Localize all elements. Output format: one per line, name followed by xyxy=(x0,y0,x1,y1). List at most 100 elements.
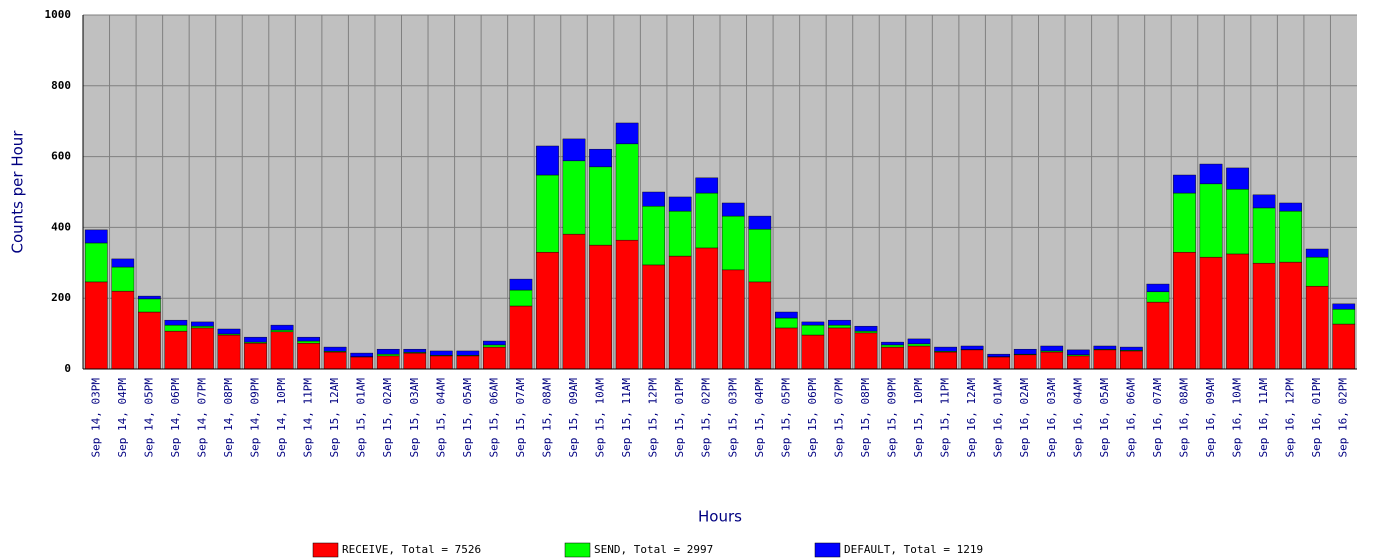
bar-segment xyxy=(1279,210,1302,263)
bar-segment xyxy=(615,143,639,241)
x-tick-label: Sep 16, 03AM xyxy=(1045,378,1058,458)
bar-segment xyxy=(721,202,745,217)
bar-segment xyxy=(350,356,374,370)
x-tick-label: Sep 16, 10AM xyxy=(1231,378,1244,458)
bar-segment xyxy=(589,148,612,168)
bar-segment xyxy=(854,330,878,334)
bar-segment xyxy=(1199,163,1223,185)
x-tick-label: Sep 16, 12PM xyxy=(1284,378,1297,458)
x-tick-label: Sep 15, 02AM xyxy=(381,378,394,458)
bar-segment xyxy=(668,210,692,257)
x-tick-label: Sep 16, 02AM xyxy=(1018,378,1031,458)
bar-segment xyxy=(138,311,161,370)
bar-segment xyxy=(483,344,506,348)
x-tick-label: Sep 15, 09PM xyxy=(886,378,899,458)
bar-segment xyxy=(403,352,427,370)
bar-segment xyxy=(1252,194,1276,209)
x-tick-label: Sep 16, 01AM xyxy=(992,378,1005,458)
x-tick-label: Sep 15, 05PM xyxy=(779,378,792,458)
bar-segment xyxy=(1093,349,1117,370)
x-tick-label: Sep 15, 11AM xyxy=(620,378,633,458)
bar-segment xyxy=(668,196,692,212)
bar-segment xyxy=(801,321,825,326)
bar-segment xyxy=(1040,345,1064,352)
bar-segment xyxy=(350,352,374,357)
bar-segment xyxy=(1199,256,1223,370)
bar-segment xyxy=(456,350,480,356)
bar-segment xyxy=(536,251,559,370)
y-axis-label: Counts per Hour xyxy=(9,130,27,254)
x-tick-label: Sep 15, 08PM xyxy=(859,378,872,458)
y-tick-label: 600 xyxy=(51,150,71,163)
bar-segment xyxy=(270,329,294,333)
bar-segment xyxy=(695,247,719,370)
bar-segment xyxy=(1146,301,1170,370)
bar-segment xyxy=(1173,174,1196,194)
bar-segment xyxy=(1146,291,1170,303)
bar-segment xyxy=(429,355,453,370)
x-tick-label: Sep 16, 06AM xyxy=(1124,378,1137,458)
bar-segment xyxy=(1332,308,1356,325)
bar-segment xyxy=(642,205,665,266)
x-tick-label: Sep 15, 02PM xyxy=(700,378,713,458)
x-tick-label: Sep 15, 09AM xyxy=(567,378,580,458)
bar-segment xyxy=(164,324,188,332)
x-tick-label: Sep 14, 10PM xyxy=(275,378,288,458)
bar-segment xyxy=(217,334,241,370)
bar-segment xyxy=(164,319,188,326)
bar-segment xyxy=(297,340,320,344)
bar-segment xyxy=(748,281,772,370)
bar-segment xyxy=(509,305,533,370)
bar-segment xyxy=(1120,350,1143,370)
bar-segment xyxy=(775,317,798,329)
x-tick-label: Sep 14, 04PM xyxy=(116,378,129,458)
bar-segment xyxy=(854,325,878,332)
bar-segment xyxy=(881,346,904,370)
x-tick-label: Sep 15, 07PM xyxy=(832,378,845,458)
x-tick-label: Sep 16, 07AM xyxy=(1151,378,1164,458)
bar-segment xyxy=(536,174,559,253)
bar-segment xyxy=(987,353,1011,357)
y-tick-label: 0 xyxy=(64,362,71,375)
y-tick-label: 200 xyxy=(51,291,71,304)
bar-segment xyxy=(987,356,1011,370)
legend-label: SEND, Total = 2997 xyxy=(594,543,713,556)
bar-segment xyxy=(881,344,904,348)
x-tick-label: Sep 14, 09PM xyxy=(249,378,262,458)
bar-segment xyxy=(1120,346,1143,351)
x-tick-label: Sep 16, 02PM xyxy=(1337,378,1350,458)
bar-segment xyxy=(297,336,320,342)
x-tick-label: Sep 15, 06PM xyxy=(806,378,819,458)
x-tick-label: Sep 15, 03PM xyxy=(726,378,739,458)
x-tick-label: Sep 15, 12PM xyxy=(647,378,660,458)
x-tick-label: Sep 14, 05PM xyxy=(142,378,155,458)
x-tick-label: Sep 15, 01PM xyxy=(673,378,686,458)
x-tick-label: Sep 15, 06AM xyxy=(487,378,500,458)
x-tick-label: Sep 16, 09AM xyxy=(1204,378,1217,458)
bar-segment xyxy=(1146,283,1170,293)
x-tick-label: Sep 15, 07AM xyxy=(514,378,527,458)
bar-segment xyxy=(642,264,665,370)
x-tick-label: Sep 16, 05AM xyxy=(1098,378,1111,458)
bar-segment xyxy=(1013,348,1037,355)
bar-segment xyxy=(960,345,984,350)
x-tick-label: Sep 15, 10AM xyxy=(594,378,607,458)
bar-segment xyxy=(1305,256,1329,287)
bar-segment xyxy=(483,340,506,346)
bar-segment xyxy=(801,324,825,336)
bar-segment xyxy=(960,349,984,370)
bar-segment xyxy=(270,331,294,370)
bar-segment xyxy=(934,351,957,370)
bar-segment xyxy=(695,177,719,194)
y-tick-label: 800 xyxy=(51,79,71,92)
bar-segment xyxy=(907,338,931,345)
bar-segment xyxy=(828,327,851,370)
bar-segment xyxy=(111,290,135,370)
bar-segment xyxy=(881,341,904,346)
x-axis-label: Hours xyxy=(698,508,742,526)
bar-segment xyxy=(1173,251,1196,370)
bar-segment xyxy=(615,239,639,370)
bar-segment xyxy=(111,266,135,292)
bar-segment xyxy=(615,122,639,145)
bar-segment xyxy=(376,348,400,355)
